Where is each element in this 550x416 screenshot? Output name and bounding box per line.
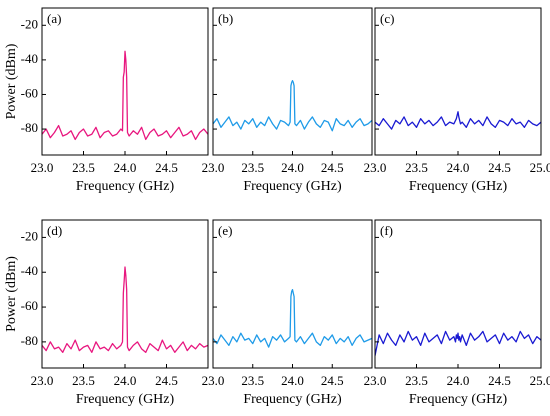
x-tick-label: 24.5 — [321, 373, 344, 388]
spectrum-line — [213, 289, 372, 348]
x-tick-label: 23.5 — [241, 160, 264, 175]
x-tick-label: 23.5 — [405, 160, 428, 175]
panel-label: (e) — [218, 223, 232, 238]
x-tick-label: 24.5 — [155, 160, 178, 175]
x-axis-label: Frequency (GHz) — [243, 392, 342, 407]
y-tick-label: -60 — [21, 298, 38, 313]
panel-label: (a) — [47, 11, 61, 26]
x-tick-label: 24.5 — [488, 160, 511, 175]
x-tick-label: 24.5 — [155, 373, 178, 388]
x-tick-label: 24.0 — [114, 373, 137, 388]
x-tick-label: 23.5 — [241, 373, 264, 388]
x-axis-label: Frequency (GHz) — [76, 179, 175, 194]
y-tick-label: -80 — [21, 333, 38, 348]
axes-frame — [374, 219, 542, 369]
x-tick-label: 24.0 — [281, 373, 304, 388]
axes-frame — [212, 219, 373, 369]
panel-label: (d) — [47, 223, 62, 238]
x-tick-label: 24.5 — [321, 160, 344, 175]
x-tick-label: 25.0 — [530, 160, 550, 175]
x-tick-label: 24.0 — [447, 160, 470, 175]
x-tick-label: 23.0 — [364, 160, 387, 175]
x-tick-label: 23.5 — [72, 373, 95, 388]
y-tick-label: -40 — [21, 263, 38, 278]
x-axis-label: Frequency (GHz) — [76, 392, 175, 407]
x-tick-label: 23.0 — [202, 160, 225, 175]
panel-label: (f) — [380, 223, 393, 238]
y-tick-label: -60 — [21, 85, 38, 100]
x-axis-label: Frequency (GHz) — [243, 179, 342, 194]
x-tick-label: 24.0 — [114, 160, 137, 175]
x-tick-label: 24.0 — [281, 160, 304, 175]
y-axis-label: Power (dBm) — [4, 256, 19, 332]
x-tick-label: 23.5 — [72, 160, 95, 175]
x-tick-label: 23.0 — [202, 373, 225, 388]
x-axis-label: Frequency (GHz) — [409, 392, 508, 407]
spectrum-line — [375, 330, 541, 356]
x-tick-label: 23.0 — [31, 160, 54, 175]
y-axis-label: Power (dBm) — [4, 43, 19, 119]
x-tick-label: 24.5 — [488, 373, 511, 388]
x-axis-label: Frequency (GHz) — [409, 179, 508, 194]
panel-label: (b) — [218, 11, 233, 26]
spectrum-line — [213, 79, 372, 132]
y-tick-label: -40 — [21, 51, 38, 66]
x-tick-label: 23.0 — [31, 373, 54, 388]
axes-frame — [374, 7, 542, 156]
x-tick-label: 23.5 — [405, 373, 428, 388]
x-tick-label: 23.0 — [364, 373, 387, 388]
y-tick-label: -20 — [21, 16, 38, 31]
x-tick-label: 24.0 — [447, 373, 470, 388]
spectrum-line — [42, 50, 208, 141]
y-tick-label: -20 — [21, 228, 38, 243]
panel-label: (c) — [380, 11, 394, 26]
spectrum-line — [375, 111, 541, 130]
y-tick-label: -80 — [21, 120, 38, 135]
axes-frame — [41, 7, 209, 156]
axes-frame — [41, 219, 209, 369]
spectrum-line — [42, 266, 208, 353]
x-tick-label: 25.0 — [530, 373, 550, 388]
